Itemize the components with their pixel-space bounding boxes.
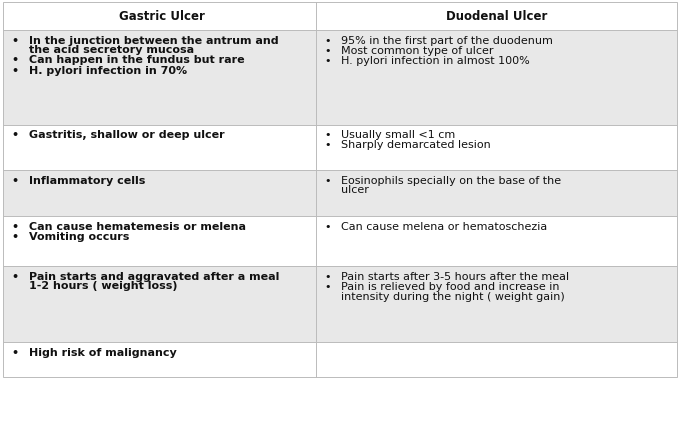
Bar	[3, 266, 677, 342]
Text: •: •	[12, 55, 18, 65]
Text: Pain is relieved by food and increase in: Pain is relieved by food and increase in	[341, 282, 560, 292]
Text: •: •	[12, 65, 18, 76]
Text: Eosinophils specially on the base of the: Eosinophils specially on the base of the	[341, 176, 562, 186]
Text: 1-2 hours ( weight loss): 1-2 hours ( weight loss)	[29, 281, 177, 292]
Text: High risk of malignancy: High risk of malignancy	[29, 348, 176, 358]
Text: Can cause hematemesis or melena: Can cause hematemesis or melena	[29, 222, 245, 232]
Text: •: •	[12, 232, 18, 242]
Text: •: •	[324, 46, 331, 56]
Text: Can happen in the fundus but rare: Can happen in the fundus but rare	[29, 55, 244, 65]
Text: Pain starts after 3-5 hours after the meal: Pain starts after 3-5 hours after the me…	[341, 272, 569, 282]
Text: In the junction between the antrum and: In the junction between the antrum and	[29, 36, 278, 46]
Bar	[3, 2, 677, 377]
Text: Can cause melena or hematoschezia: Can cause melena or hematoschezia	[341, 222, 547, 232]
Text: •: •	[12, 348, 18, 358]
Text: •: •	[12, 222, 18, 232]
Text: Usually small <1 cm: Usually small <1 cm	[341, 130, 456, 140]
Text: •: •	[324, 56, 331, 66]
Bar	[3, 125, 677, 170]
Text: intensity during the night ( weight gain): intensity during the night ( weight gain…	[341, 292, 565, 302]
Text: •: •	[324, 272, 331, 282]
Text: Inflammatory cells: Inflammatory cells	[29, 176, 145, 186]
Text: H. pylori infection in 70%: H. pylori infection in 70%	[29, 65, 187, 76]
Text: •: •	[324, 140, 331, 150]
Text: Gastric Ulcer: Gastric Ulcer	[118, 10, 205, 23]
Text: Duodenal Ulcer: Duodenal Ulcer	[445, 10, 547, 23]
Bar	[3, 170, 677, 216]
Text: •: •	[12, 176, 18, 186]
Text: Vomiting occurs: Vomiting occurs	[29, 232, 129, 242]
Text: 95% in the first part of the duodenum: 95% in the first part of the duodenum	[341, 36, 554, 46]
Text: •: •	[324, 222, 331, 232]
Text: Pain starts and aggravated after a meal: Pain starts and aggravated after a meal	[29, 272, 279, 282]
Text: •: •	[12, 130, 18, 140]
Bar	[3, 2, 677, 30]
Text: •: •	[324, 130, 331, 140]
Text: ulcer: ulcer	[341, 185, 369, 196]
Text: •: •	[12, 36, 18, 46]
Text: •: •	[324, 282, 331, 292]
Bar	[3, 30, 677, 125]
Text: Sharply demarcated lesion: Sharply demarcated lesion	[341, 140, 491, 150]
Text: H. pylori infection in almost 100%: H. pylori infection in almost 100%	[341, 56, 530, 66]
Text: Gastritis, shallow or deep ulcer: Gastritis, shallow or deep ulcer	[29, 130, 224, 140]
Bar	[3, 216, 677, 266]
Text: •: •	[324, 36, 331, 46]
Text: the acid secretory mucosa: the acid secretory mucosa	[29, 45, 194, 55]
Text: Most common type of ulcer: Most common type of ulcer	[341, 46, 494, 56]
Bar	[3, 342, 677, 377]
Text: •: •	[324, 176, 331, 186]
Text: •: •	[12, 272, 18, 282]
